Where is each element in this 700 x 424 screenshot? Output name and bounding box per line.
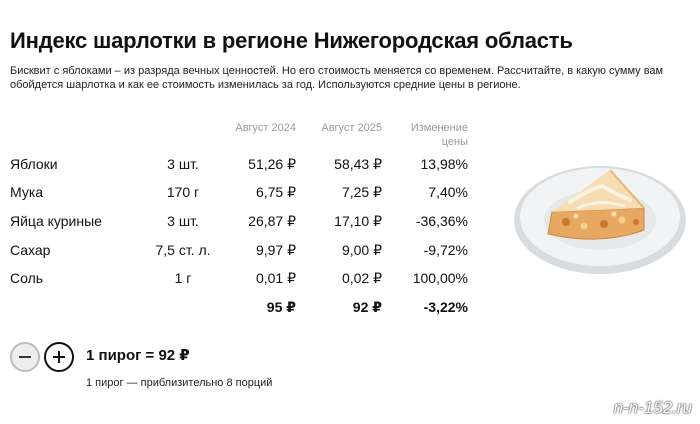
column-header-price-change: Изменение цены [376, 121, 468, 149]
total-2025: 92 ₽ [352, 299, 382, 315]
minus-icon [19, 356, 31, 358]
price-2024: 6,75 ₽ [255, 184, 296, 200]
portion-note: 1 пирог — приблизительно 8 порций [86, 377, 273, 389]
increase-button[interactable] [44, 342, 74, 372]
ingredient-name: Яблоки [10, 156, 58, 172]
table-row: Сахар 7,5 ст. л. 9,97 ₽ 9,00 ₽ -9,72% [0, 240, 470, 260]
table-row: Соль 1 г 0,01 ₽ 0,02 ₽ 100,00% [0, 268, 470, 288]
description-line-1: Бисквит с яблоками – из разряда вечных ц… [10, 65, 664, 77]
ingredient-quantity: 170 г [166, 184, 200, 200]
price-change: 13,98% [420, 156, 468, 172]
ingredient-name: Яйца куриные [10, 213, 102, 229]
charlotte-pie-illustration [514, 166, 686, 274]
total-2024: 95 ₽ [266, 299, 296, 315]
price-2025: 58,43 ₽ [334, 156, 382, 172]
decrease-button[interactable] [10, 342, 40, 372]
ingredient-name: Соль [10, 270, 44, 286]
pie-cost-label: 1 пирог = 92 ₽ [86, 347, 190, 364]
price-change: -36,36% [415, 213, 468, 229]
total-change: -3,22% [423, 299, 468, 315]
price-2024: 26,87 ₽ [248, 213, 296, 229]
totals-row: 95 ₽ 92 ₽ -3,22% [0, 297, 470, 317]
price-2025: 7,25 ₽ [341, 184, 382, 200]
table-row: Яблоки 3 шт. 51,26 ₽ 58,43 ₽ 13,98% [0, 154, 470, 174]
column-header-change-line-2: цены [441, 136, 468, 148]
price-change: -9,72% [423, 242, 468, 258]
description-line-2: обойдется шарлотка и как ее стоимость из… [10, 79, 521, 91]
plus-icon [53, 351, 65, 363]
column-header-change-line-1: Изменение [410, 122, 468, 134]
price-change: 7,40% [428, 184, 468, 200]
ingredient-name: Сахар [10, 242, 51, 258]
price-2024: 51,26 ₽ [248, 156, 296, 172]
ingredient-quantity: 3 шт. [167, 156, 199, 172]
table-row: Мука 170 г 6,75 ₽ 7,25 ₽ 7,40% [0, 182, 470, 202]
ingredient-quantity: 3 шт. [167, 213, 199, 229]
price-2025: 9,00 ₽ [341, 242, 382, 258]
site-watermark: n-n-152.ru [613, 398, 692, 417]
ingredient-quantity: 1 г [174, 270, 192, 286]
price-change: 100,00% [412, 270, 468, 286]
ingredient-name: Мука [10, 184, 44, 200]
column-header-august-2024: Август 2024 [235, 122, 296, 134]
price-2025: 17,10 ₽ [334, 213, 382, 229]
page-title: Индекс шарлотки в регионе Нижегородская … [10, 28, 573, 53]
table-row: Яйца куриные 3 шт. 26,87 ₽ 17,10 ₽ -36,3… [0, 211, 470, 231]
price-2025: 0,02 ₽ [341, 270, 382, 286]
price-2024: 0,01 ₽ [255, 270, 296, 286]
ingredient-quantity: 7,5 ст. л. [155, 242, 211, 258]
price-2024: 9,97 ₽ [255, 242, 296, 258]
column-header-august-2025: Август 2025 [321, 122, 382, 134]
page-description: Бисквит с яблоками – из разряда вечных ц… [10, 64, 700, 92]
